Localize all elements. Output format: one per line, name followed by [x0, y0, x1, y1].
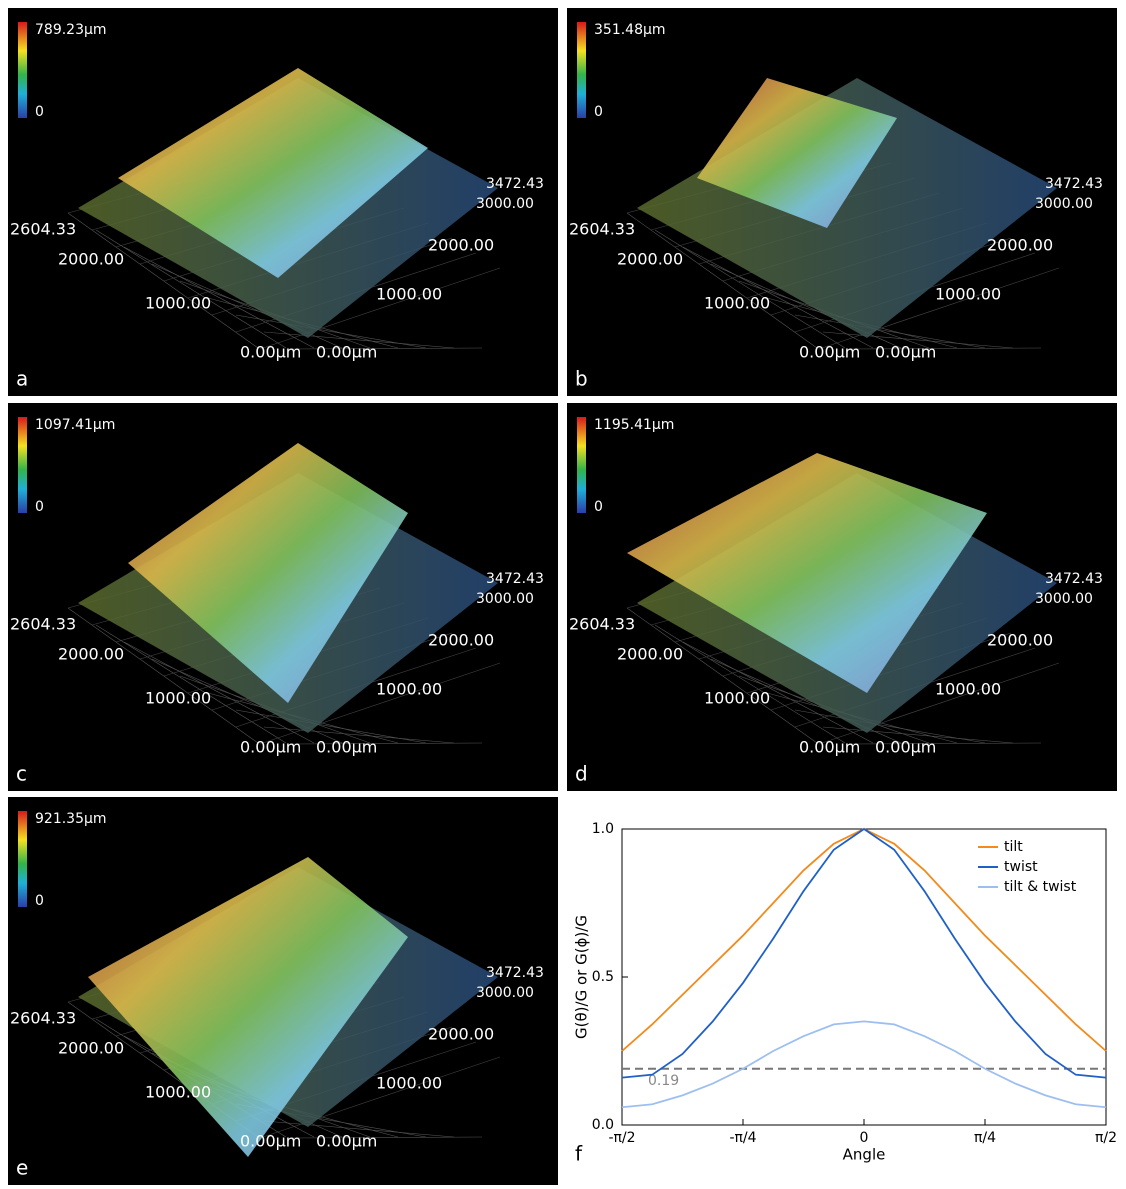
panel-label: e	[16, 1156, 28, 1180]
axis-label: 2604.33	[569, 615, 635, 634]
axis-label: 3000.00	[476, 196, 534, 212]
scale-min: 0	[594, 104, 603, 120]
axis-label: 3000.00	[476, 591, 534, 607]
scale-max: 351.48μm	[594, 22, 666, 38]
panel-label: a	[16, 367, 28, 391]
panel-label: c	[16, 762, 27, 786]
y-axis-title: G(θ)/G or G(ϕ)/G	[573, 915, 591, 1039]
axis-label: 2000.00	[428, 1025, 494, 1044]
axis-label: 2604.33	[10, 220, 76, 239]
axis-label: 2000.00	[617, 645, 683, 664]
axis-label: 2000.00	[58, 250, 124, 269]
axis-label: 1000.00	[704, 689, 770, 708]
axis-label: 0.00μm	[240, 738, 301, 757]
legend-label: tilt	[1004, 839, 1023, 855]
color-bar	[18, 811, 27, 907]
figure: 789.23μm 0 2604.33 2000.00 1000.00 0.00μm 0.00…	[0, 0, 1126, 1185]
axis-label: 0.00μm	[316, 1132, 377, 1151]
axis-label: 1000.00	[145, 689, 211, 708]
axis-label: 1000.00	[935, 680, 1001, 699]
legend-label: tilt & twist	[1004, 879, 1077, 895]
scale-max: 1097.41μm	[35, 417, 115, 433]
surface-panel: 921.35μm 0 2604.33 2000.00 1000.00 0.00μm 0.00…	[8, 797, 558, 1185]
panel-label: b	[575, 367, 588, 391]
axis-label: 3472.43	[1045, 571, 1103, 587]
legend-label: twist	[1004, 859, 1038, 875]
axis-label: 0.00μm	[316, 738, 377, 757]
axis-label: 2604.33	[10, 615, 76, 634]
axis-label: 2000.00	[58, 1039, 124, 1058]
surface-panel: 1097.41μm 0 2604.33 2000.00 1000.00 0.00μm 0.0…	[8, 403, 558, 791]
scale-max: 1195.41μm	[594, 417, 674, 433]
scale-min: 0	[35, 104, 44, 120]
surface-panel: 1195.41μm 0 2604.33 2000.00 1000.00 0.00μm 0.0…	[567, 403, 1117, 791]
axis-label: 3000.00	[1035, 591, 1093, 607]
x-tick-label: -π/4	[729, 1130, 756, 1146]
axis-label: 1000.00	[145, 294, 211, 313]
color-bar	[577, 22, 586, 118]
axis-label: 2000.00	[428, 236, 494, 255]
axis-label: 2000.00	[987, 236, 1053, 255]
axis-label: 1000.00	[376, 285, 442, 304]
axis-label: 2000.00	[617, 250, 683, 269]
x-tick-label: 0	[860, 1130, 869, 1146]
y-tick-label: 0.5	[592, 969, 614, 985]
x-axis-title: Angle	[843, 1146, 886, 1164]
axis-label: 3472.43	[1045, 176, 1103, 192]
axis-label: 0.00μm	[240, 343, 301, 362]
color-bar	[18, 22, 27, 118]
color-bar	[18, 417, 27, 513]
axis-label: 3472.43	[486, 571, 544, 587]
axis-label: 2000.00	[58, 645, 124, 664]
color-bar	[577, 417, 586, 513]
axis-label: 1000.00	[376, 1074, 442, 1093]
axis-label: 2604.33	[10, 1009, 76, 1028]
scale-min: 0	[35, 499, 44, 515]
axis-label: 3472.43	[486, 176, 544, 192]
scale-max: 921.35μm	[35, 811, 107, 827]
axis-label: 3000.00	[476, 985, 534, 1001]
axis-label: 0.00μm	[875, 738, 936, 757]
axis-label: 2000.00	[987, 631, 1053, 650]
axis-label: 2000.00	[428, 631, 494, 650]
axis-label: 3000.00	[1035, 196, 1093, 212]
axis-label: 1000.00	[145, 1083, 211, 1102]
axis-label: 0.00μm	[240, 1132, 301, 1151]
scale-max: 789.23μm	[35, 22, 107, 38]
x-tick-label: -π/2	[608, 1130, 635, 1146]
axis-label: 0.00μm	[875, 343, 936, 362]
axis-label: 0.00μm	[316, 343, 377, 362]
scale-min: 0	[35, 893, 44, 909]
axis-label: 1000.00	[935, 285, 1001, 304]
x-tick-label: π/4	[974, 1130, 996, 1146]
axis-label: 2604.33	[569, 220, 635, 239]
axis-label: 1000.00	[704, 294, 770, 313]
scale-min: 0	[594, 499, 603, 515]
axis-label: 1000.00	[376, 680, 442, 699]
axis-label: 3472.43	[486, 965, 544, 981]
panel-label: f	[575, 1142, 583, 1166]
axis-label: 0.00μm	[799, 738, 860, 757]
panel-label: d	[575, 762, 588, 786]
x-tick-label: π/2	[1095, 1130, 1117, 1146]
surface-panel: 351.48μm 0 2604.33 2000.00 1000.00 0.00μm 0.00…	[567, 8, 1117, 396]
axis-label: 0.00μm	[799, 343, 860, 362]
y-tick-label: 1.0	[592, 821, 614, 837]
surface-panel: 789.23μm 0 2604.33 2000.00 1000.00 0.00μm 0.00…	[8, 8, 558, 396]
